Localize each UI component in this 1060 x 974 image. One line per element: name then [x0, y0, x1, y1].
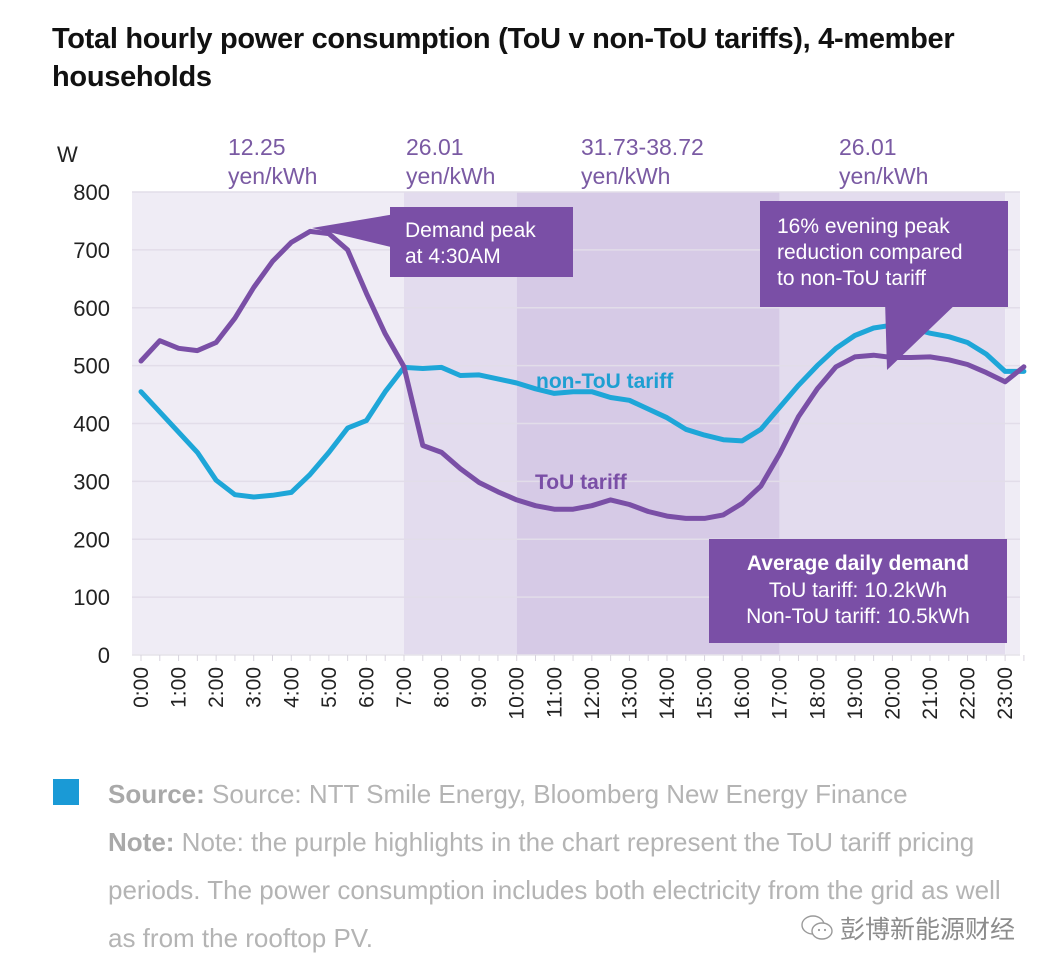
note-label: Note: [108, 827, 175, 857]
evening-peak-box [760, 201, 1008, 307]
y-tick-label: 100 [73, 585, 110, 610]
note-line: Note: Note: the purple highlights in the… [108, 818, 1018, 962]
x-tick-label: 15:00 [694, 667, 717, 720]
x-tick-label: 20:00 [881, 667, 904, 720]
x-tick-label: 6:00 [355, 667, 378, 708]
x-tick-label: 19:00 [844, 667, 867, 720]
x-tick-label: 12:00 [581, 667, 604, 720]
x-tick-label: 13:00 [618, 667, 641, 720]
x-tick-label: 7:00 [393, 667, 416, 708]
y-tick-label: 600 [73, 296, 110, 321]
price-label-unit: yen/kWh [839, 163, 928, 189]
x-tick-label: 9:00 [468, 667, 491, 708]
series-label-non-tou: non-ToU tariff [536, 370, 674, 393]
price-label-value: 12.25 [228, 134, 286, 160]
x-tick-label: 23:00 [994, 667, 1017, 720]
price-label-unit: yen/kWh [228, 163, 317, 189]
y-tick-label: 0 [98, 643, 110, 668]
y-tick-label: 500 [73, 354, 110, 379]
demand-peak-callout: Demand peak at 4:30AM [312, 207, 573, 277]
evening-peak-text-1: 16% evening peak [777, 215, 950, 238]
pricing-period-labels: 12.25 yen/kWh 26.01 yen/kWh 31.73-38.72 yen/k… [228, 134, 928, 189]
y-tick-label: 200 [73, 527, 110, 552]
price-label-unit: yen/kWh [406, 163, 495, 189]
x-tick-label: 18:00 [806, 667, 829, 720]
x-tick-label: 2:00 [205, 667, 228, 708]
evening-peak-callout: 16% evening peak reduction compared to n… [760, 201, 1008, 370]
series-line-non-tou [138, 322, 1027, 500]
series-lines [138, 228, 1027, 521]
evening-peak-pointer [885, 300, 960, 370]
x-tick-label: 5:00 [318, 667, 341, 708]
average-demand-tou: ToU tariff: 10.2kWh [769, 579, 947, 602]
y-tick-label: 700 [73, 238, 110, 263]
watermark-text: 彭博新能源财经 [840, 915, 1016, 944]
source-text: Source: NTT Smile Energy, Bloomberg New … [204, 779, 908, 809]
y-axis-ticks: 0 100 200 300 400 500 600 700 800 [73, 180, 110, 668]
watermark: 彭博新能源财经 [800, 910, 1015, 946]
y-axis-label: W [57, 142, 78, 167]
evening-peak-text-2: reduction compared [777, 241, 963, 264]
x-tick-label: 11:00 [543, 667, 566, 718]
x-tick-label: 4:00 [280, 667, 303, 708]
x-tick-label: 1:00 [168, 667, 191, 708]
demand-peak-pointer [312, 214, 395, 248]
y-tick-label: 300 [73, 469, 110, 494]
line-chart: 0 100 200 300 400 500 600 700 800 W 0:00 1:00 2:00… [57, 134, 1027, 720]
average-demand-bg [709, 539, 1007, 643]
price-label-value: 31.73-38.72 [581, 134, 704, 160]
x-tick-label: 17:00 [769, 667, 792, 720]
demand-peak-text-1: Demand peak [405, 219, 536, 242]
average-demand-heading: Average daily demand [747, 552, 969, 575]
x-tick-label: 21:00 [919, 667, 942, 720]
x-tick-label: 3:00 [243, 667, 266, 708]
footer-notes: Source: Source: NTT Smile Energy, Bloomb… [108, 770, 1018, 962]
x-tick-label: 10:00 [506, 667, 529, 720]
y-tick-label: 800 [73, 180, 110, 205]
x-tick-label: 0:00 [130, 667, 153, 708]
price-label-value: 26.01 [406, 134, 464, 160]
average-demand-box: Average daily demand ToU tariff: 10.2kWh… [709, 539, 1007, 643]
source-marker [53, 779, 79, 805]
x-tick-label: 22:00 [957, 667, 980, 720]
x-tick-label: 8:00 [431, 667, 454, 708]
series-line-tou [138, 228, 1027, 521]
average-demand-nontou: Non-ToU tariff: 10.5kWh [746, 605, 970, 628]
evening-peak-text-3: to non-ToU tariff [777, 267, 926, 290]
price-label-unit: yen/kWh [581, 163, 670, 189]
x-tick-label: 14:00 [656, 667, 679, 720]
series-label-tou: ToU tariff [535, 471, 628, 494]
demand-peak-box [390, 207, 573, 277]
source-label: Source: [108, 779, 205, 809]
price-label-value: 26.01 [839, 134, 897, 160]
chart-title: Total hourly power consumption (ToU v no… [52, 23, 955, 93]
note-text: Note: the purple highlights in the chart… [108, 827, 1001, 953]
y-tick-label: 400 [73, 412, 110, 437]
wechat-icon [801, 915, 833, 940]
demand-peak-text-2: at 4:30AM [405, 245, 501, 268]
source-line: Source: Source: NTT Smile Energy, Bloomb… [108, 770, 1018, 818]
x-axis: 0:00 1:00 2:00 3:00 4:00 5:00 6:00 7:00 8:00 9:00… [130, 654, 1025, 720]
x-tick-label: 16:00 [731, 667, 754, 720]
